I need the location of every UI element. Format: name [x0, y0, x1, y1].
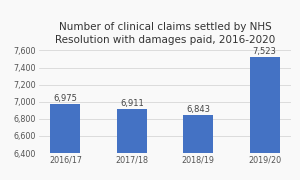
Text: 7,523: 7,523: [253, 47, 277, 56]
Bar: [50, 104, 80, 180]
Text: 6,911: 6,911: [120, 99, 144, 108]
Bar: [183, 115, 213, 180]
Title: Number of clinical claims settled by NHS
Resolution with damages paid, 2016-2020: Number of clinical claims settled by NHS…: [55, 22, 275, 46]
Text: 6,843: 6,843: [186, 105, 210, 114]
Text: 6,975: 6,975: [53, 94, 77, 103]
Bar: [117, 109, 147, 180]
Bar: [250, 57, 280, 180]
